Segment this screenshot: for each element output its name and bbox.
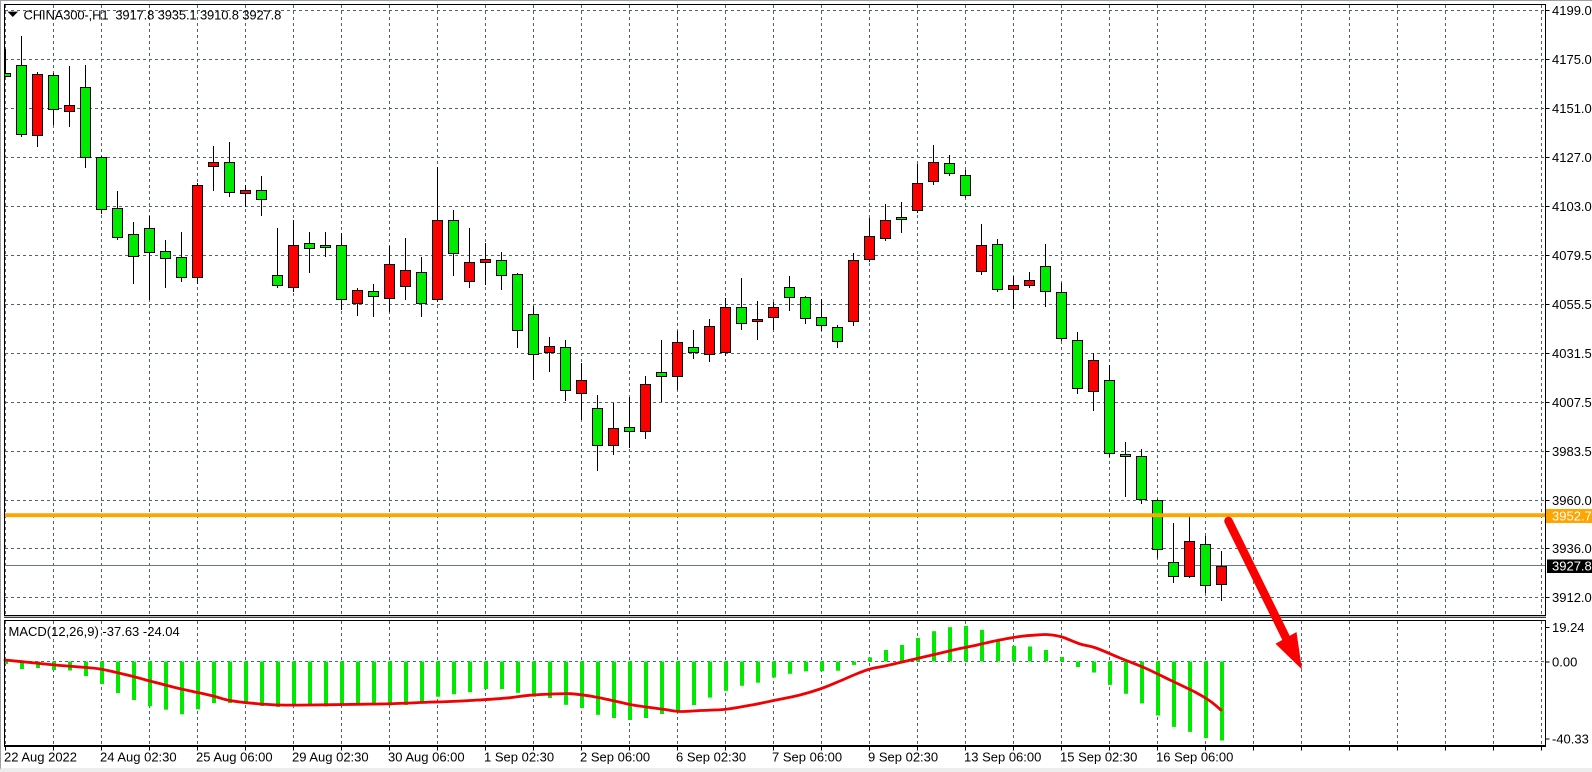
svg-text:4031.5: 4031.5	[1552, 346, 1592, 361]
svg-text:3912.0: 3912.0	[1552, 590, 1592, 605]
svg-text:4055.5: 4055.5	[1552, 297, 1592, 312]
svg-text:3960.0: 3960.0	[1552, 493, 1592, 508]
svg-text:3927.8: 3927.8	[1552, 559, 1592, 574]
svg-text:0.00: 0.00	[1552, 655, 1577, 670]
svg-text:22 Aug 2022: 22 Aug 2022	[4, 750, 77, 765]
svg-text:19.24: 19.24	[1552, 620, 1585, 635]
svg-text:3936.0: 3936.0	[1552, 541, 1592, 556]
svg-text:3952.7: 3952.7	[1552, 509, 1592, 524]
svg-text:29 Aug 02:30: 29 Aug 02:30	[292, 750, 369, 765]
svg-text:MACD(12,26,9) -37.63 -24.04: MACD(12,26,9) -37.63 -24.04	[9, 624, 180, 639]
svg-text:4103.0: 4103.0	[1552, 199, 1592, 214]
svg-text:4199.0: 4199.0	[1552, 3, 1592, 18]
svg-text:30 Aug 06:00: 30 Aug 06:00	[388, 750, 465, 765]
svg-text:13 Sep 06:00: 13 Sep 06:00	[964, 750, 1041, 765]
svg-text:4079.5: 4079.5	[1552, 248, 1592, 263]
svg-text:4127.0: 4127.0	[1552, 150, 1592, 165]
svg-text:9 Sep 02:30: 9 Sep 02:30	[868, 750, 938, 765]
svg-text:7 Sep 06:00: 7 Sep 06:00	[772, 750, 842, 765]
svg-text:24 Aug 02:30: 24 Aug 02:30	[100, 750, 177, 765]
svg-text:15 Sep 02:30: 15 Sep 02:30	[1060, 750, 1137, 765]
svg-text:4007.5: 4007.5	[1552, 395, 1592, 410]
svg-text:6 Sep 02:30: 6 Sep 02:30	[676, 750, 746, 765]
svg-text:4175.0: 4175.0	[1552, 52, 1592, 67]
svg-text:25 Aug 06:00: 25 Aug 06:00	[196, 750, 273, 765]
svg-text:1 Sep 02:30: 1 Sep 02:30	[484, 750, 554, 765]
svg-text:CHINA300-,H1 3917.8 3935.1 39: CHINA300-,H1 3917.8 3935.1 3910.8 3927.8	[24, 7, 282, 22]
svg-text:-40.33: -40.33	[1552, 732, 1589, 747]
svg-text:4151.0: 4151.0	[1552, 101, 1592, 116]
svg-text:16 Sep 06:00: 16 Sep 06:00	[1156, 750, 1233, 765]
svg-text:3983.5: 3983.5	[1552, 444, 1592, 459]
svg-text:2 Sep 06:00: 2 Sep 06:00	[580, 750, 650, 765]
